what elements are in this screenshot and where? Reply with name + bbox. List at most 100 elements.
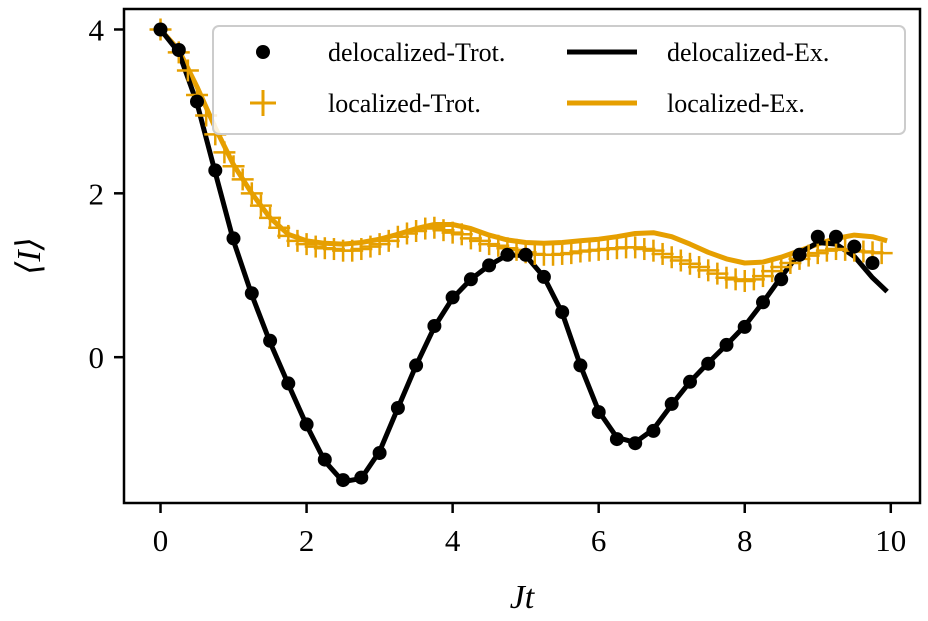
plot-frame <box>122 7 922 505</box>
y-axis-label: ⟨I⟩ <box>11 237 48 275</box>
data-point-delocalized-trot <box>646 423 661 438</box>
data-point-localized-trot <box>706 262 729 285</box>
data-point-localized-trot <box>176 59 199 82</box>
data-point-localized-trot <box>697 259 720 282</box>
data-point-delocalized-trot <box>628 436 643 451</box>
data-point-localized-trot <box>386 225 409 248</box>
data-point-localized-trot <box>350 238 373 261</box>
legend-delocalized-trot-marker <box>256 45 270 59</box>
data-point-localized-trot <box>377 229 400 252</box>
data-point-localized-trot <box>742 268 765 291</box>
data-point-localized-trot <box>751 265 774 288</box>
data-point-localized-trot <box>450 223 473 246</box>
data-point-localized-trot <box>688 256 711 279</box>
data-point-delocalized-trot <box>244 286 259 301</box>
data-point-localized-trot <box>240 182 263 205</box>
data-point-localized-trot <box>469 229 492 252</box>
data-point-delocalized-trot <box>829 229 843 244</box>
data-point-localized-trot <box>432 219 455 242</box>
data-point-localized-trot <box>231 168 254 191</box>
data-point-localized-trot <box>286 229 309 252</box>
legend-delocalized-trot-label: delocalized-Trot. <box>328 38 505 67</box>
data-point-localized-trot <box>259 206 282 229</box>
data-point-localized-trot <box>478 233 501 256</box>
x-axis: 0 2 4 6 8 10 <box>153 503 906 558</box>
data-point-delocalized-trot <box>792 247 807 262</box>
plot-series <box>149 18 893 488</box>
data-point-localized-trot <box>870 242 893 265</box>
data-point-delocalized-trot <box>664 396 679 411</box>
data-point-delocalized-trot <box>354 470 369 485</box>
data-point-localized-trot <box>459 227 482 250</box>
data-point-delocalized-trot <box>756 295 770 310</box>
x-tick-label: 2 <box>299 523 315 558</box>
data-point-delocalized-trot <box>536 269 551 284</box>
data-point-localized-trot <box>651 242 674 265</box>
x-axis-label: Jt <box>510 579 536 616</box>
data-point-delocalized-trot <box>555 305 570 320</box>
y-axis: 0 2 4 <box>89 12 124 375</box>
data-point-delocalized-trot <box>208 163 223 178</box>
x-tick-label: 4 <box>445 523 461 558</box>
y-tick-label: 2 <box>89 176 105 211</box>
data-point-localized-trot <box>304 235 327 258</box>
data-point-localized-trot <box>560 242 583 265</box>
data-point-delocalized-trot <box>701 356 716 371</box>
data-point-delocalized-trot <box>482 258 497 273</box>
data-point-delocalized-trot <box>299 417 314 432</box>
data-point-localized-trot <box>249 194 272 217</box>
data-point-delocalized-trot <box>865 256 880 270</box>
data-point-localized-trot <box>368 233 391 256</box>
x-tick-label: 0 <box>153 523 169 558</box>
data-point-delocalized-trot <box>190 94 204 109</box>
data-point-localized-trot <box>660 246 683 269</box>
data-point-localized-trot <box>669 249 692 272</box>
data-point-localized-trot <box>322 238 345 261</box>
data-point-delocalized-trot <box>263 333 278 348</box>
data-point-localized-trot <box>423 216 446 239</box>
data-point-localized-trot <box>678 252 701 275</box>
data-point-localized-trot <box>642 239 665 262</box>
series-delocalized-trot <box>153 22 880 488</box>
data-point-delocalized-trot <box>683 374 697 389</box>
data-point-delocalized-trot <box>445 290 460 305</box>
data-point-delocalized-trot <box>609 432 624 447</box>
data-point-delocalized-trot <box>317 452 332 467</box>
data-point-localized-trot <box>487 234 510 257</box>
legend-box <box>212 25 906 135</box>
data-point-delocalized-trot <box>409 358 424 373</box>
data-point-localized-trot <box>761 260 784 283</box>
data-point-delocalized-trot <box>518 247 533 262</box>
data-point-localized-trot <box>213 141 236 164</box>
data-point-localized-trot <box>395 222 418 245</box>
data-point-localized-trot <box>277 224 300 247</box>
data-point-localized-trot <box>624 236 647 259</box>
data-point-delocalized-trot <box>463 272 478 287</box>
data-point-delocalized-trot <box>810 229 825 244</box>
data-point-delocalized-trot <box>281 376 296 391</box>
data-point-delocalized-trot <box>226 231 241 246</box>
y-tick-label: 0 <box>89 340 105 375</box>
legend-localized-trot-marker <box>250 90 276 116</box>
data-point-delocalized-trot <box>171 43 186 57</box>
data-point-localized-trot <box>295 233 318 256</box>
legend-localized-trot-label: localized-Trot. <box>328 89 481 118</box>
data-point-localized-trot <box>779 251 802 274</box>
data-point-localized-trot <box>222 155 245 178</box>
data-point-localized-trot <box>733 269 756 292</box>
data-point-delocalized-trot <box>153 22 168 37</box>
data-point-delocalized-trot <box>737 319 752 334</box>
legend: delocalized-Trot. delocalized-Ex. locali… <box>212 25 906 135</box>
data-point-localized-trot <box>715 266 738 289</box>
data-point-localized-trot <box>359 235 382 258</box>
data-point-delocalized-trot <box>847 239 862 254</box>
legend-delocalized-ex-label: delocalized-Ex. <box>667 38 829 67</box>
data-point-delocalized-trot <box>390 401 405 415</box>
x-tick-label: 10 <box>875 523 906 558</box>
data-point-localized-trot <box>806 242 829 265</box>
data-point-delocalized-trot <box>591 405 606 420</box>
data-point-delocalized-trot <box>719 337 734 352</box>
data-point-delocalized-trot <box>500 247 515 262</box>
data-point-delocalized-trot <box>573 358 588 373</box>
